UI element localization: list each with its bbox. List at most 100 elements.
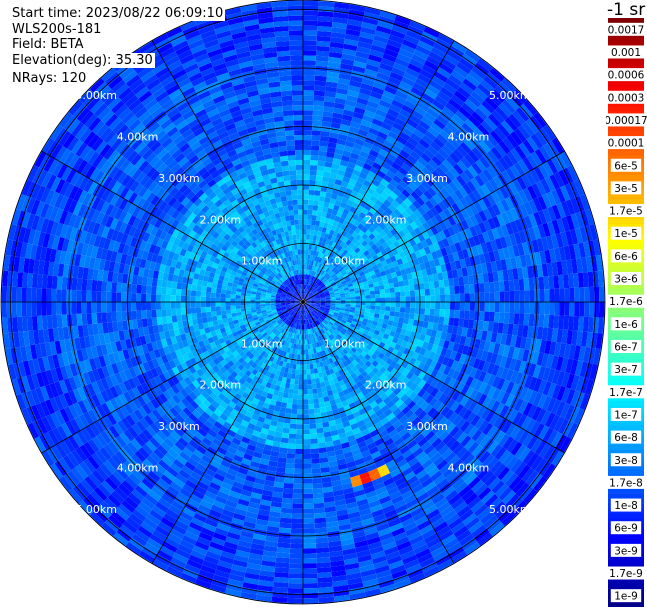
ppi-cell [311, 327, 315, 334]
ppi-cell [320, 296, 326, 299]
ppi-cell [304, 295, 309, 300]
ppi-cell [380, 536, 395, 546]
ppi-cell [399, 485, 412, 496]
ppi-cell [213, 408, 223, 418]
ppi-cell [426, 342, 434, 352]
ppi-cell [403, 559, 420, 570]
ppi-cell [334, 249, 340, 256]
ppi-cell [412, 82, 427, 93]
ppi-cell [310, 328, 314, 334]
ppi-cell [190, 471, 203, 482]
ppi-cell [256, 332, 263, 339]
ppi-cell [360, 324, 367, 330]
ppi-cell [417, 519, 432, 531]
ppi-cell [356, 176, 366, 185]
ppi-cell [198, 441, 210, 451]
ppi-cell [509, 496, 524, 512]
ppi-cell [182, 568, 199, 579]
ppi-cell [124, 496, 139, 510]
ppi-cell [376, 335, 383, 342]
ppi-cell [303, 5, 319, 12]
ppi-cell [273, 436, 282, 443]
ppi-cell [229, 463, 240, 472]
ppi-cell [418, 120, 431, 131]
ppi-cell [303, 139, 312, 146]
ppi-cell [304, 284, 306, 290]
ppi-cell [291, 327, 295, 334]
ppi-cell [359, 253, 366, 260]
ppi-cell [426, 84, 441, 96]
ppi-cell [369, 250, 377, 258]
ppi-cell [209, 391, 218, 401]
ppi-cell [140, 521, 156, 534]
ppi-cell [508, 113, 522, 129]
ppi-cell [370, 302, 376, 306]
ppi-cell [549, 288, 555, 302]
ppi-cell [259, 570, 275, 577]
ppi-cell [459, 420, 471, 433]
ppi-cell [315, 297, 321, 300]
ppi-cell [322, 327, 327, 333]
ppi-cell [475, 432, 487, 445]
ppi-cell [556, 218, 566, 234]
ppi-cell [208, 383, 217, 392]
ppi-cell [410, 506, 424, 518]
ppi-cell [265, 413, 273, 421]
ppi-cell [488, 341, 496, 353]
ppi-cell [401, 235, 409, 244]
ppi-cell [583, 241, 591, 258]
ppi-cell [132, 386, 142, 398]
ppi-cell [309, 363, 314, 370]
ppi-cell [593, 286, 600, 302]
ppi-cell [325, 359, 331, 366]
ppi-cell [325, 305, 331, 308]
ppi-cell [307, 313, 311, 319]
ppi-cell [338, 313, 344, 318]
ppi-cell [507, 409, 519, 423]
ppi-cell [146, 455, 158, 467]
ppi-cell [295, 443, 303, 450]
ppi-cell [438, 176, 449, 188]
ppi-cell [370, 260, 377, 267]
ppi-cell [352, 427, 361, 435]
ppi-cell [334, 418, 343, 425]
ppi-cell [363, 315, 370, 320]
ppi-cell [293, 318, 297, 324]
ppi-cell [300, 344, 303, 350]
ppi-cell [403, 34, 420, 45]
ppi-cell [333, 594, 351, 602]
ppi-cell [317, 586, 334, 593]
ppi-cell [549, 174, 561, 190]
ppi-cell [401, 340, 408, 348]
ppi-cell [72, 432, 84, 448]
ppi-cell [572, 316, 580, 331]
ppi-cell [372, 404, 381, 413]
ppi-cell [312, 250, 317, 256]
ppi-cell [330, 304, 336, 308]
ppi-cell [303, 369, 307, 375]
ppi-cell [64, 406, 75, 421]
ppi-cell [303, 179, 310, 185]
ppi-cell [336, 271, 342, 277]
ppi-cell [386, 442, 397, 451]
ppi-cell [476, 83, 492, 97]
ppi-cell [167, 387, 176, 398]
ppi-cell [272, 335, 278, 341]
ppi-cell [317, 16, 333, 23]
ppi-cell [137, 406, 148, 418]
ppi-cell [466, 328, 473, 338]
ppi-cell [319, 140, 329, 147]
ppi-cell [389, 29, 406, 40]
ppi-cell [431, 99, 446, 111]
ppi-cell [364, 308, 371, 313]
ppi-cell [411, 244, 420, 253]
ppi-cell [277, 542, 291, 549]
ppi-cell [303, 95, 314, 101]
ppi-cell [512, 411, 523, 426]
ppi-cell [409, 150, 421, 161]
ppi-cell [528, 363, 537, 377]
ppi-cell [322, 171, 331, 178]
ppi-cell [296, 354, 301, 360]
ppi-cell [311, 311, 315, 316]
ppi-cell [297, 394, 303, 400]
